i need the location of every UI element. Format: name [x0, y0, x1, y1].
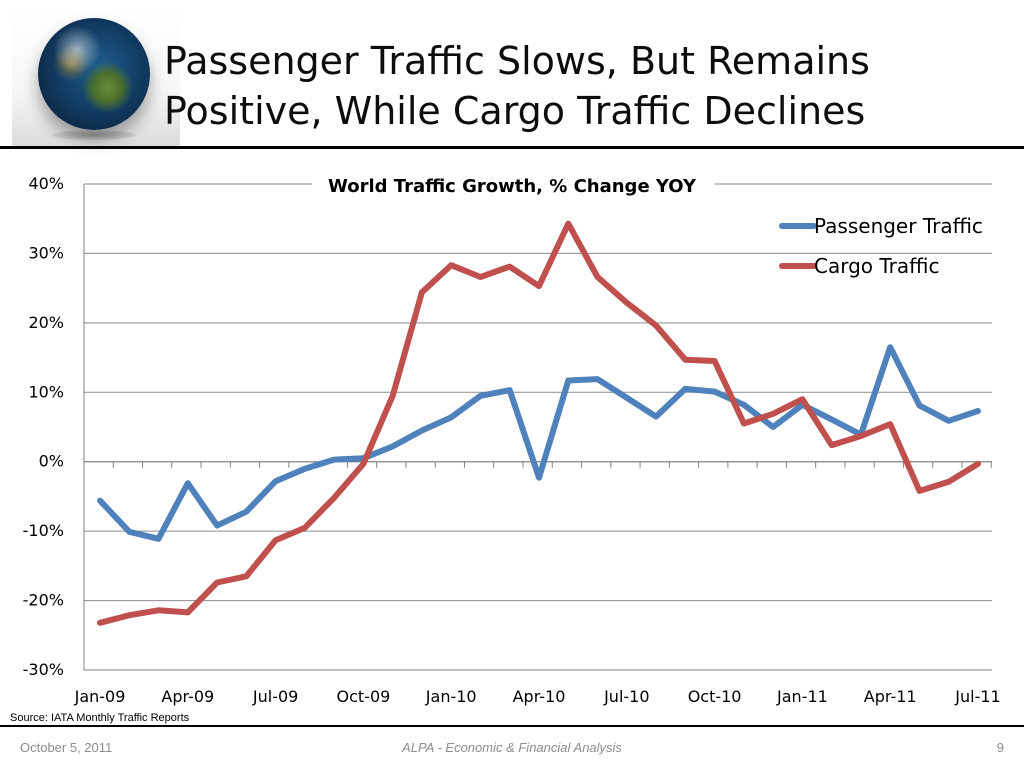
x-tick-label: Jan-11 [776, 687, 828, 706]
legend-label: Cargo Traffic [814, 254, 939, 278]
traffic-growth-chart: -30% -20% -10% 0% 10% 20% 30% 40% Jan-09 Apr-09 Ju… [23, 172, 1001, 706]
footer-date: October 5, 2011 [20, 740, 113, 755]
slide-title-line-2: Positive, While Cargo Traffic Declines [164, 89, 866, 133]
x-tick-label: Jul-11 [954, 687, 1000, 706]
footer-divider [0, 725, 1024, 727]
x-tick-label: Oct-09 [337, 687, 391, 706]
y-tick-label: -30% [23, 660, 64, 679]
x-tick-label: Apr-10 [513, 687, 566, 706]
footer-center-text: ALPA - Economic & Financial Analysis [402, 740, 622, 755]
y-tick-label: 0% [39, 452, 64, 471]
globe-shadow [52, 130, 136, 140]
x-tick-label: Jan-09 [74, 687, 126, 706]
x-tick-label: Apr-09 [161, 687, 214, 706]
x-tick-label: Jul-10 [603, 687, 649, 706]
series-line-passenger-traffic [97, 344, 981, 542]
y-tick-label: 30% [28, 243, 64, 262]
x-tick-label: Jul-09 [252, 687, 298, 706]
x-tick-label: Oct-10 [688, 687, 742, 706]
title-divider [0, 146, 1024, 149]
y-tick-label: -20% [23, 591, 64, 610]
slide-title-line-1: Passenger Traffic Slows, But Remains [164, 39, 870, 83]
globe-icon [38, 18, 150, 130]
y-tick-label: 40% [28, 174, 64, 193]
series-line-cargo-traffic [97, 220, 981, 626]
source-note: Source: IATA Monthly Traffic Reports [10, 712, 190, 724]
legend-label: Passenger Traffic [814, 214, 983, 238]
page-number: 9 [996, 740, 1004, 755]
x-tick-label: Apr-11 [864, 687, 917, 706]
y-tick-label: 10% [28, 382, 64, 401]
slide-title: Passenger Traffic Slows, But Remains Pos… [164, 36, 884, 136]
chart-title-background [312, 172, 714, 200]
globe-logo [12, 6, 180, 146]
chart-title: World Traffic Growth, % Change YOY [328, 176, 697, 197]
y-tick-label: -10% [23, 521, 64, 540]
x-tick-label: Jan-10 [425, 687, 477, 706]
y-tick-label: 20% [28, 313, 64, 332]
